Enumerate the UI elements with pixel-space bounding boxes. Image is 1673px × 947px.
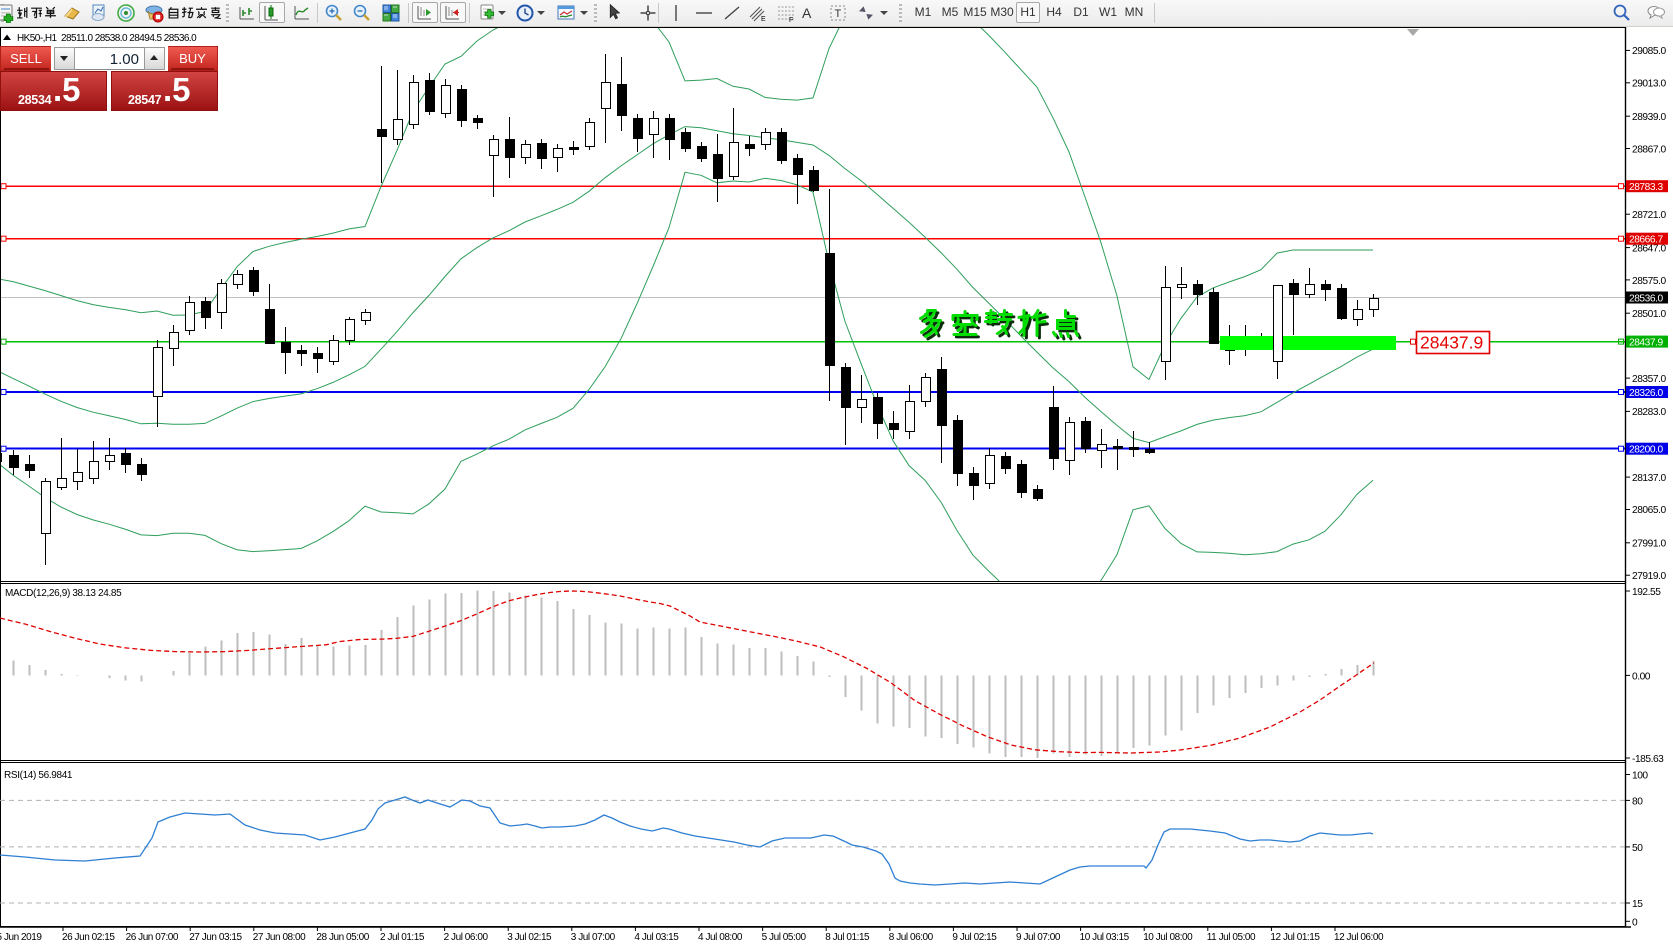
svg-text:15: 15 xyxy=(1632,899,1643,910)
svg-text:28437.9: 28437.9 xyxy=(1629,338,1663,349)
svg-text:5 Jul 05:00: 5 Jul 05:00 xyxy=(762,932,807,943)
svg-text:RSI(14) 56.9841: RSI(14) 56.9841 xyxy=(4,770,73,781)
svg-text:3 Jul 07:00: 3 Jul 07:00 xyxy=(571,932,616,943)
svg-text:50: 50 xyxy=(1632,843,1643,854)
svg-text:26 Jun 07:00: 26 Jun 07:00 xyxy=(126,932,179,943)
svg-text:0.00: 0.00 xyxy=(1632,671,1651,682)
svg-text:28 Jun 05:00: 28 Jun 05:00 xyxy=(316,932,369,943)
svg-text:F: F xyxy=(789,17,793,23)
svg-text:100: 100 xyxy=(1632,771,1648,782)
svg-text:28721.0: 28721.0 xyxy=(1632,210,1666,221)
svg-text:9 Jul 07:00: 9 Jul 07:00 xyxy=(1016,932,1061,943)
svg-text:28867.0: 28867.0 xyxy=(1632,144,1666,155)
svg-text:28783.3: 28783.3 xyxy=(1629,182,1663,193)
svg-text:29085.0: 29085.0 xyxy=(1632,46,1666,57)
svg-text:28357.0: 28357.0 xyxy=(1632,374,1666,385)
svg-text:80: 80 xyxy=(1632,796,1643,807)
svg-text:8 Jul 06:00: 8 Jul 06:00 xyxy=(889,932,934,943)
svg-text:192.55: 192.55 xyxy=(1632,587,1661,598)
svg-text:2 Jul 06:00: 2 Jul 06:00 xyxy=(444,932,489,943)
svg-text:10 Jul 03:15: 10 Jul 03:15 xyxy=(1080,932,1130,943)
svg-text:27991.0: 27991.0 xyxy=(1632,539,1666,550)
svg-text:28200.0: 28200.0 xyxy=(1629,445,1663,456)
svg-text:28501.0: 28501.0 xyxy=(1632,309,1666,320)
svg-text:12 Jul 01:15: 12 Jul 01:15 xyxy=(1270,932,1320,943)
svg-text:29013.0: 29013.0 xyxy=(1632,79,1666,90)
svg-text:28437.9: 28437.9 xyxy=(1420,333,1483,353)
svg-text:HK50-,H1 28511.0 28538.0 2849: HK50-,H1 28511.0 28538.0 28494.5 28536.0 xyxy=(17,33,197,44)
svg-text:28666.7: 28666.7 xyxy=(1629,235,1663,246)
svg-text:28575.0: 28575.0 xyxy=(1632,276,1666,287)
svg-text:28326.0: 28326.0 xyxy=(1629,388,1663,399)
svg-text:4 Jul 08:00: 4 Jul 08:00 xyxy=(698,932,743,943)
svg-text:25 Jun 2019: 25 Jun 2019 xyxy=(0,932,42,943)
svg-text:2 Jul 01:15: 2 Jul 01:15 xyxy=(380,932,425,943)
svg-text:26 Jun 02:15: 26 Jun 02:15 xyxy=(62,932,115,943)
svg-text:28647.0: 28647.0 xyxy=(1632,243,1666,254)
svg-text:3 Jul 02:15: 3 Jul 02:15 xyxy=(507,932,552,943)
svg-text:T: T xyxy=(835,8,842,20)
svg-text:27919.0: 27919.0 xyxy=(1632,571,1666,582)
svg-text:-185.63: -185.63 xyxy=(1632,754,1664,765)
svg-text:27 Jun 08:00: 27 Jun 08:00 xyxy=(253,932,306,943)
svg-text:10 Jul 08:00: 10 Jul 08:00 xyxy=(1143,932,1193,943)
svg-text:MACD(12,26,9) 38.13 24.85: MACD(12,26,9) 38.13 24.85 xyxy=(5,588,122,599)
svg-text:0: 0 xyxy=(1632,917,1638,928)
svg-text:27 Jun 03:15: 27 Jun 03:15 xyxy=(189,932,242,943)
svg-text:11 Jul 05:00: 11 Jul 05:00 xyxy=(1207,932,1256,943)
svg-text:12 Jul 06:00: 12 Jul 06:00 xyxy=(1334,932,1384,943)
svg-text:28536.0: 28536.0 xyxy=(1629,294,1663,305)
svg-text:8 Jul 01:15: 8 Jul 01:15 xyxy=(825,932,870,943)
svg-text:E: E xyxy=(761,16,766,23)
svg-text:28283.0: 28283.0 xyxy=(1632,407,1666,418)
svg-text:28939.0: 28939.0 xyxy=(1632,112,1666,123)
svg-text:28065.0: 28065.0 xyxy=(1632,505,1666,516)
svg-text:28137.0: 28137.0 xyxy=(1632,473,1666,484)
svg-text:9 Jul 02:15: 9 Jul 02:15 xyxy=(952,932,997,943)
svg-text:4 Jul 03:15: 4 Jul 03:15 xyxy=(634,932,679,943)
